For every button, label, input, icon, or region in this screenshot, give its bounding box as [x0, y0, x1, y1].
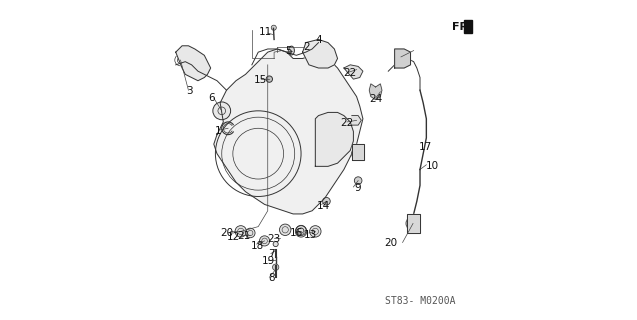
Polygon shape [352, 144, 364, 160]
Circle shape [235, 226, 247, 237]
Text: 14: 14 [317, 201, 330, 211]
Circle shape [322, 197, 330, 205]
Ellipse shape [289, 46, 294, 55]
Bar [464, 20, 473, 33]
Polygon shape [369, 84, 382, 100]
Text: 7: 7 [268, 249, 275, 259]
Polygon shape [214, 49, 363, 214]
Text: 19: 19 [262, 256, 275, 266]
Polygon shape [344, 65, 363, 79]
Circle shape [273, 264, 279, 270]
Circle shape [273, 242, 278, 247]
Circle shape [245, 228, 255, 238]
Text: 20: 20 [220, 228, 234, 238]
Text: 3: 3 [186, 86, 192, 96]
Text: 8: 8 [268, 273, 275, 283]
Text: 10: 10 [426, 161, 439, 171]
Circle shape [354, 177, 362, 184]
Text: 6: 6 [208, 93, 215, 103]
Circle shape [310, 226, 321, 237]
Text: 12: 12 [227, 232, 240, 242]
Text: 1: 1 [215, 126, 222, 136]
Circle shape [266, 76, 273, 82]
Text: 20: 20 [384, 238, 397, 248]
Text: FR.: FR. [452, 22, 473, 32]
Circle shape [406, 216, 420, 230]
Text: 5: 5 [285, 45, 292, 56]
Text: 17: 17 [419, 142, 432, 152]
Polygon shape [176, 46, 211, 81]
Text: 9: 9 [355, 183, 361, 193]
Circle shape [296, 226, 307, 237]
Text: 16: 16 [290, 228, 304, 238]
Text: 13: 13 [304, 229, 317, 240]
Circle shape [259, 236, 269, 246]
Text: 21: 21 [238, 231, 250, 241]
Text: 2: 2 [303, 42, 310, 52]
Circle shape [271, 25, 276, 30]
Polygon shape [407, 214, 420, 233]
Text: 11: 11 [259, 28, 272, 37]
Circle shape [352, 148, 362, 159]
Text: 15: 15 [254, 75, 268, 85]
Polygon shape [395, 49, 410, 68]
Text: 24: 24 [369, 94, 383, 104]
Circle shape [280, 224, 291, 236]
Text: 4: 4 [315, 35, 322, 45]
Polygon shape [352, 116, 361, 125]
Text: ST83- M0200A: ST83- M0200A [385, 296, 455, 306]
Circle shape [213, 102, 231, 120]
Text: 22: 22 [340, 117, 354, 128]
Text: 22: 22 [343, 68, 356, 78]
Polygon shape [315, 112, 354, 166]
Polygon shape [303, 39, 338, 68]
Text: 18: 18 [251, 241, 264, 251]
Text: 23: 23 [268, 234, 281, 244]
